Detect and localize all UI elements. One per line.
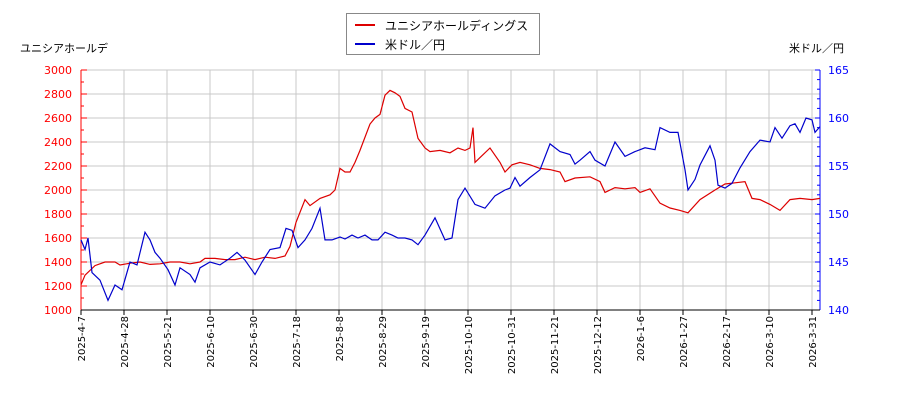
- legend-item-fx: 米ドル／円: [355, 35, 445, 53]
- x-tick-label: 2026-2-17: [722, 316, 733, 368]
- x-tick-label: 2026-1-6: [636, 316, 647, 361]
- usdjpy-line: [80, 117, 821, 302]
- left-tick-label: 2600: [44, 112, 72, 125]
- x-tick-label: 2026-1-27: [679, 316, 690, 368]
- x-tick-label: 2025-4-28: [120, 316, 131, 368]
- legend-label-stock: ユニシアホールディングス: [385, 18, 529, 33]
- left-tick-label: 2200: [44, 160, 72, 173]
- left-tick-label: 3000: [44, 64, 72, 77]
- x-tick-label: 2025-4-7: [77, 316, 88, 361]
- right-tick-label: 145: [828, 256, 849, 269]
- x-tick-label: 2025-10-10: [464, 316, 475, 374]
- x-tick-label: 2026-3-31: [808, 316, 819, 368]
- right-tick-label: 150: [828, 208, 849, 221]
- left-tick-label: 2400: [44, 136, 72, 149]
- x-axis: 2025-4-7 2025-4-28 2025-5-21 2025-6-10 2025-…: [77, 309, 820, 374]
- x-tick-label: 2025-12-12: [593, 316, 604, 374]
- left-tick-label: 1200: [44, 280, 72, 293]
- legend-swatch-blue: [355, 43, 375, 45]
- x-tick-label: 2026-3-10: [765, 316, 776, 368]
- x-tick-label: 2025-10-31: [507, 316, 518, 374]
- right-tick-label: 155: [828, 160, 849, 173]
- left-axis-title: ユニシアホールデ: [20, 42, 108, 55]
- x-tick-label: 2025-8-29: [378, 316, 389, 368]
- right-tick-label: 165: [828, 64, 849, 77]
- stock-price-line: [80, 89, 821, 286]
- x-tick-label: 2025-8-8: [335, 316, 346, 361]
- left-tick-label: 2800: [44, 88, 72, 101]
- left-tick-label: 2000: [44, 184, 72, 197]
- left-tick-label: 1800: [44, 208, 72, 221]
- right-tick-label: 160: [828, 112, 849, 125]
- right-y-axis: 140 145 150 155 160 165: [815, 64, 849, 317]
- x-tick-label: 2025-6-10: [206, 316, 217, 368]
- legend-label-fx: 米ドル／円: [385, 37, 446, 52]
- x-tick-label: 2025-7-18: [292, 316, 303, 368]
- right-tick-label: 140: [828, 304, 849, 317]
- chart-legend: ユニシアホールディングス 米ドル／円: [346, 13, 540, 55]
- legend-swatch-red: [355, 24, 375, 26]
- left-y-axis: 1000 1200 1400 1600 1800 2000 2200 2400 2600 2800…: [44, 64, 87, 317]
- right-axis-title: 米ドル／円: [789, 42, 844, 55]
- left-tick-label: 1000: [44, 304, 72, 317]
- left-tick-label: 1400: [44, 256, 72, 269]
- grid-lines: [81, 69, 820, 311]
- legend-item-stock: ユニシアホールディングス: [355, 16, 528, 34]
- x-tick-label: 2025-11-21: [550, 316, 561, 374]
- x-tick-label: 2025-6-30: [249, 316, 260, 368]
- left-tick-label: 1600: [44, 232, 72, 245]
- x-tick-label: 2025-5-21: [163, 316, 174, 368]
- x-tick-label: 2025-9-19: [421, 316, 432, 368]
